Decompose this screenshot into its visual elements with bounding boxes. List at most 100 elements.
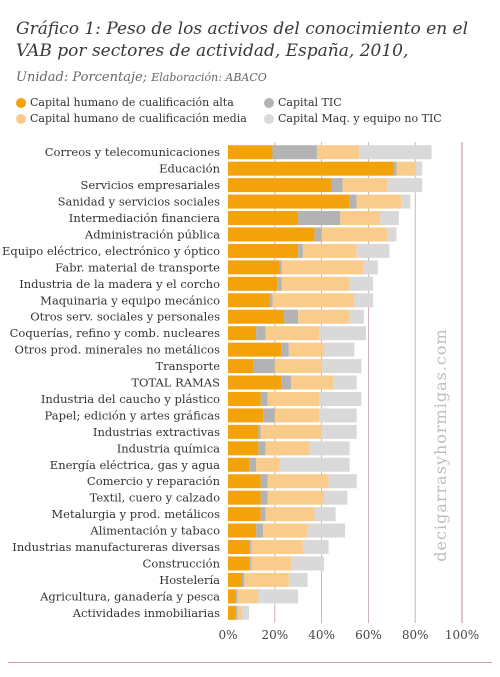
bar-segment-alta (228, 375, 282, 390)
x-tick-labels: 0% 20% 40% 60% 80% 100% (218, 628, 479, 642)
bar-segment-tic (249, 457, 257, 472)
category-label: Industrias manufactureras diversas (12, 540, 220, 554)
bar-segment-alta (228, 293, 271, 308)
bar-segment-alta (228, 342, 282, 357)
x-tick-label: 0% (218, 628, 237, 642)
bar-segment-media (251, 556, 292, 571)
bar-segment-alta (228, 178, 331, 193)
bar-segment-tic (298, 243, 303, 258)
bar-segment-tic (330, 178, 343, 193)
bar-segment-tic (394, 161, 397, 176)
bar-segment-noTIC (380, 211, 399, 226)
bar-segment-alta (228, 276, 278, 291)
bar-segment-alta (228, 260, 280, 275)
bar-segment-alta (228, 194, 350, 209)
bar-segment-alta (228, 556, 250, 571)
watermark: decigarrasyhormigas.com (431, 328, 450, 561)
chart-title: Gráfico 1: Peso de los activos del conoc… (16, 19, 469, 61)
bar-segment-alta (228, 211, 299, 226)
bar-segment-tic (314, 227, 322, 242)
bar-segment-noTIC (415, 161, 423, 176)
bar-segment-media (316, 145, 360, 160)
category-label: Equipo eléctrico, electrónico y óptico (2, 244, 220, 258)
bar-segment-noTIC (349, 276, 374, 291)
bar-segment-alta (228, 391, 261, 406)
legend-label-notic: Capital Maq. y equipo no TIC (278, 112, 442, 125)
category-label: Servicios empresariales (80, 178, 220, 192)
bar-segment-media (298, 309, 350, 324)
x-tick-label: 20% (261, 628, 288, 642)
source-label: Elaboración: ABACO (151, 71, 267, 84)
category-label: Otros serv. sociales y personales (30, 310, 220, 324)
bar-segment-tic (279, 260, 282, 275)
bar-segment-noTIC (333, 375, 357, 390)
legend-swatch-media (16, 113, 26, 124)
bar-segment-media (274, 359, 322, 374)
legend-item-tic: Capital TIC (264, 96, 342, 109)
bar-segment-media (256, 457, 280, 472)
bar-segment-tic (277, 276, 282, 291)
bar-segment-tic (284, 309, 299, 324)
category-label: Industrias extractivas (93, 425, 220, 439)
category-label: Industria química (117, 441, 220, 455)
legend-item-notic: Capital Maq. y equipo no TIC (264, 112, 442, 125)
bar-segment-media (291, 375, 334, 390)
bar-segment-noTIC (323, 342, 355, 357)
bar-segment-media (263, 523, 308, 538)
x-tick-label: 100% (445, 628, 479, 642)
bar-segment-noTIC (387, 178, 423, 193)
bar-segment-media (267, 391, 320, 406)
bar-segment-noTIC (319, 408, 357, 423)
unit-label: Unidad: Porcentaje; (16, 70, 148, 85)
bar-segment-tic (235, 589, 238, 604)
bar-segment-tic (256, 523, 264, 538)
category-label: Correos y telecomunicaciones (45, 145, 220, 159)
bar-segment-media (265, 441, 310, 456)
legend-swatch-alta (16, 97, 26, 108)
bar-segment-noTIC (323, 490, 348, 505)
bar-segment-tic (272, 145, 317, 160)
bar-segment-media (251, 540, 303, 555)
bar-segment-media (356, 194, 402, 209)
bar-segment-media (265, 326, 320, 341)
category-label: Maquinaria y equipo mecánico (40, 293, 220, 307)
bar-segment-media (260, 424, 322, 439)
bar-segment-alta (228, 441, 259, 456)
category-label: Sanidad y servicios sociales (58, 195, 220, 209)
bar-segment-media (267, 474, 329, 489)
category-label: Energía eléctrica, gas y agua (50, 458, 220, 472)
bar-segment-tic (260, 391, 268, 406)
category-label: Coquerías, refino y comb. nucleares (10, 326, 220, 340)
bar-segment-noTIC (356, 243, 390, 258)
category-label: Alimentación y tabaco (89, 524, 220, 538)
bar-segment-alta (228, 359, 254, 374)
legend-swatch-tic (264, 97, 274, 108)
category-label: Construcción (143, 556, 221, 570)
bar-segment-tic (253, 359, 275, 374)
bar-segment-tic (298, 211, 341, 226)
legend-item-alta: Capital humano de cualificación alta (16, 96, 234, 109)
bar-segment-tic (281, 375, 292, 390)
bar-segment-media (281, 276, 350, 291)
bar-segment-noTIC (349, 309, 364, 324)
bottom-rule (8, 662, 492, 663)
bar-segment-noTIC (314, 507, 336, 522)
legend-swatch-notic (264, 113, 274, 124)
category-label: Comercio y reparación (87, 474, 221, 488)
category-label: Agricultura, ganadería y pesca (39, 589, 220, 603)
bar-segment-alta (228, 540, 250, 555)
bar-segment-alta (228, 523, 257, 538)
bar-segment-tic (242, 572, 245, 587)
legend-label-alta: Capital humano de cualificación alta (30, 96, 234, 109)
bar-segment-media (396, 161, 416, 176)
bar-segment-alta (228, 145, 273, 160)
category-label: Industria del caucho y plástico (41, 392, 220, 406)
bar-segment-tic (260, 474, 268, 489)
bar-segment-tic (258, 424, 261, 439)
bar-segment-media (342, 178, 388, 193)
bar-segment-noTIC (354, 293, 374, 308)
bar-segment-noTIC (328, 474, 357, 489)
legend-item-media: Capital humano de cualificación media (16, 112, 247, 125)
category-labels: Correos y telecomunicaciones Educación Ser… (2, 145, 221, 620)
